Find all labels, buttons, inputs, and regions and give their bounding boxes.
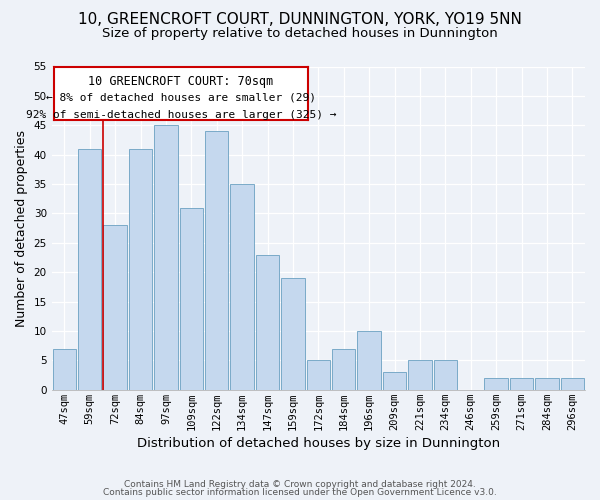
Bar — [78, 149, 101, 390]
Bar — [256, 254, 279, 390]
Bar — [307, 360, 330, 390]
Bar — [484, 378, 508, 390]
Bar — [383, 372, 406, 390]
Bar — [53, 348, 76, 390]
Bar — [408, 360, 431, 390]
Bar — [358, 331, 381, 390]
Bar — [103, 225, 127, 390]
Bar — [179, 208, 203, 390]
Bar — [332, 348, 355, 390]
Bar — [434, 360, 457, 390]
X-axis label: Distribution of detached houses by size in Dunnington: Distribution of detached houses by size … — [137, 437, 500, 450]
Text: 10, GREENCROFT COURT, DUNNINGTON, YORK, YO19 5NN: 10, GREENCROFT COURT, DUNNINGTON, YORK, … — [78, 12, 522, 28]
Bar — [230, 184, 254, 390]
Bar — [560, 378, 584, 390]
Text: Contains HM Land Registry data © Crown copyright and database right 2024.: Contains HM Land Registry data © Crown c… — [124, 480, 476, 489]
Bar — [510, 378, 533, 390]
Y-axis label: Number of detached properties: Number of detached properties — [15, 130, 28, 326]
Text: Contains public sector information licensed under the Open Government Licence v3: Contains public sector information licen… — [103, 488, 497, 497]
Bar — [154, 126, 178, 390]
Bar — [281, 278, 305, 390]
Bar — [129, 149, 152, 390]
Bar — [535, 378, 559, 390]
Text: Size of property relative to detached houses in Dunnington: Size of property relative to detached ho… — [102, 28, 498, 40]
Bar — [205, 131, 229, 390]
